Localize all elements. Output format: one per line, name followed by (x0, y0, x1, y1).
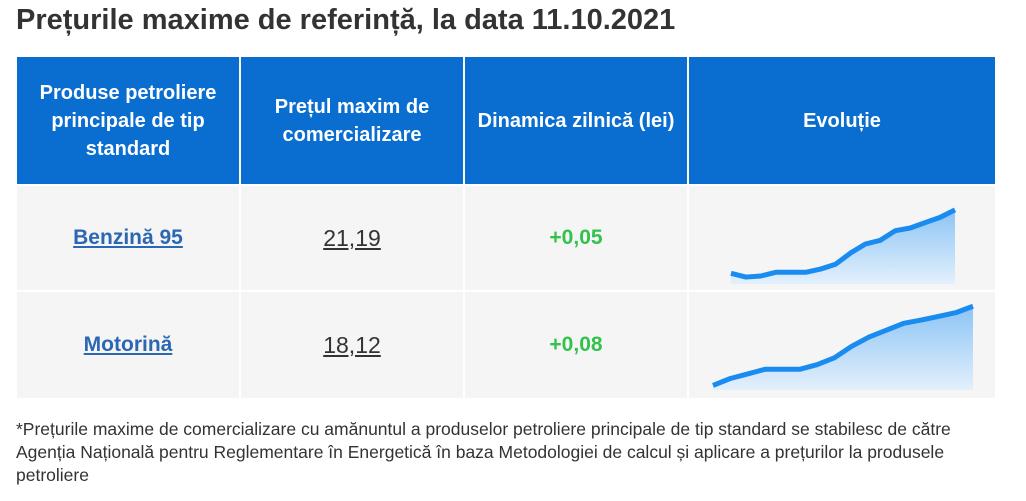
price[interactable]: 21,19 (323, 224, 381, 251)
sparkline-area (731, 209, 955, 284)
sparkline (712, 303, 974, 390)
cell: 21,19 (241, 186, 463, 290)
price-table: Produse petroliere principale de tip sta… (15, 55, 997, 400)
header-cell: Dinamica zilnică (lei) (465, 57, 687, 184)
product-link[interactable]: Benzină 95 (73, 226, 183, 249)
sparkline-area (713, 306, 973, 390)
cell (689, 292, 995, 398)
cell: +0,08 (465, 292, 687, 398)
header-cell: Produse petroliere principale de tip sta… (17, 57, 239, 184)
cell: 18,12 (241, 292, 463, 398)
footnote: *Prețurile maxime de comercializare cu a… (16, 419, 951, 485)
change: +0,05 (549, 226, 603, 249)
sparkline-line (730, 207, 957, 280)
header-cell: Prețul maxim de comercializare (241, 57, 463, 184)
data-row: Motorină 18,12 +0,08 (17, 292, 995, 398)
product-link[interactable]: Motorină (83, 333, 173, 356)
cell (689, 186, 995, 290)
page-title: Prețurile maxime de referință, la data 1… (16, 4, 676, 36)
price[interactable]: 18,12 (323, 331, 381, 358)
change: +0,08 (549, 333, 603, 356)
sparkline-line (712, 303, 974, 388)
header-row: Produse petroliere principale de tip sta… (17, 57, 995, 184)
cell: +0,05 (465, 186, 687, 290)
data-row: Benzină 95 21,19 +0,05 (17, 186, 995, 290)
sparkline (730, 207, 957, 284)
header-cell: Evoluție (689, 57, 995, 184)
cell: Benzină 95 (17, 186, 239, 290)
cell: Motorină (17, 292, 239, 398)
